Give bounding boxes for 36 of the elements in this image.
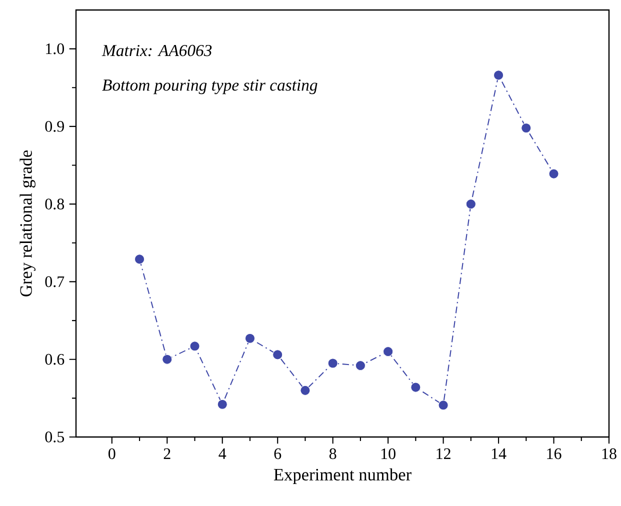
y-axis-title: Grey relational grade bbox=[20, 150, 36, 296]
y-tick-label: 0.7 bbox=[45, 276, 64, 288]
point bbox=[383, 346, 394, 357]
point bbox=[355, 360, 366, 371]
x-tick-label: 6 bbox=[274, 448, 282, 460]
point bbox=[162, 354, 172, 364]
point bbox=[493, 70, 504, 80]
point bbox=[272, 350, 283, 360]
x-tick-label: 12 bbox=[436, 448, 450, 459]
x-axis-title: Experiment number bbox=[274, 468, 412, 484]
y-tick-label: 0.8 bbox=[45, 198, 64, 210]
y-tick-label: 0.5 bbox=[45, 432, 64, 442]
x-tick-label: 0 bbox=[108, 448, 116, 460]
point bbox=[328, 358, 338, 368]
point bbox=[244, 333, 256, 344]
y-tick-label: 0.9 bbox=[45, 121, 64, 132]
point bbox=[466, 199, 476, 210]
x-tick-label: 4 bbox=[218, 448, 226, 459]
point bbox=[410, 382, 421, 392]
point bbox=[134, 254, 145, 264]
x-tick-label: 14 bbox=[492, 448, 506, 459]
x-tick-label: 2 bbox=[164, 448, 170, 459]
x-tick-label: 8 bbox=[329, 448, 336, 460]
point bbox=[190, 341, 200, 352]
y-tick-label: 1.0 bbox=[46, 43, 64, 54]
y-tick-label: 0.6 bbox=[45, 354, 64, 365]
point bbox=[438, 400, 448, 410]
point bbox=[217, 399, 228, 410]
point bbox=[548, 168, 559, 179]
x-tick-label: 10 bbox=[381, 448, 396, 460]
point bbox=[300, 385, 310, 396]
x-tick-label: 16 bbox=[547, 448, 562, 460]
point bbox=[521, 122, 532, 134]
annotation: Matrix: AA6063 bbox=[102, 44, 212, 56]
annotation: Bottom pouring type stir casting bbox=[102, 80, 318, 94]
x-tick-label: 18 bbox=[602, 448, 616, 460]
